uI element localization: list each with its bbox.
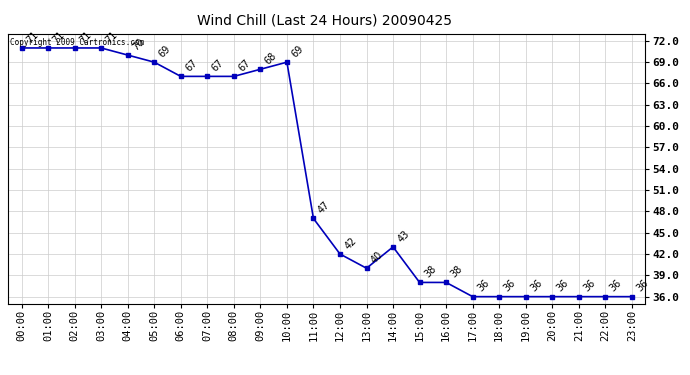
Text: 71: 71 xyxy=(104,29,120,45)
Text: 68: 68 xyxy=(263,51,279,66)
Text: 38: 38 xyxy=(449,264,464,280)
Text: 36: 36 xyxy=(475,278,491,294)
Text: 36: 36 xyxy=(555,278,571,294)
Text: 36: 36 xyxy=(502,278,518,294)
Text: 71: 71 xyxy=(51,29,67,45)
Text: 67: 67 xyxy=(210,58,226,74)
Text: 40: 40 xyxy=(369,250,385,266)
Text: 47: 47 xyxy=(316,200,332,216)
Text: 36: 36 xyxy=(635,278,651,294)
Text: 38: 38 xyxy=(422,264,438,280)
Text: 71: 71 xyxy=(77,29,93,45)
Text: 67: 67 xyxy=(184,58,199,74)
Text: 69: 69 xyxy=(157,44,172,59)
Text: 36: 36 xyxy=(529,278,544,294)
Text: 36: 36 xyxy=(608,278,624,294)
Text: 69: 69 xyxy=(290,44,306,59)
Text: 67: 67 xyxy=(237,58,253,74)
Text: 36: 36 xyxy=(582,278,598,294)
Text: 71: 71 xyxy=(24,29,40,45)
Text: Copyright 2009 Cartronics.com: Copyright 2009 Cartronics.com xyxy=(10,38,144,47)
Text: 42: 42 xyxy=(343,236,359,251)
Text: 70: 70 xyxy=(130,36,146,52)
Text: 43: 43 xyxy=(396,228,411,244)
Text: Wind Chill (Last 24 Hours) 20090425: Wind Chill (Last 24 Hours) 20090425 xyxy=(197,13,452,27)
